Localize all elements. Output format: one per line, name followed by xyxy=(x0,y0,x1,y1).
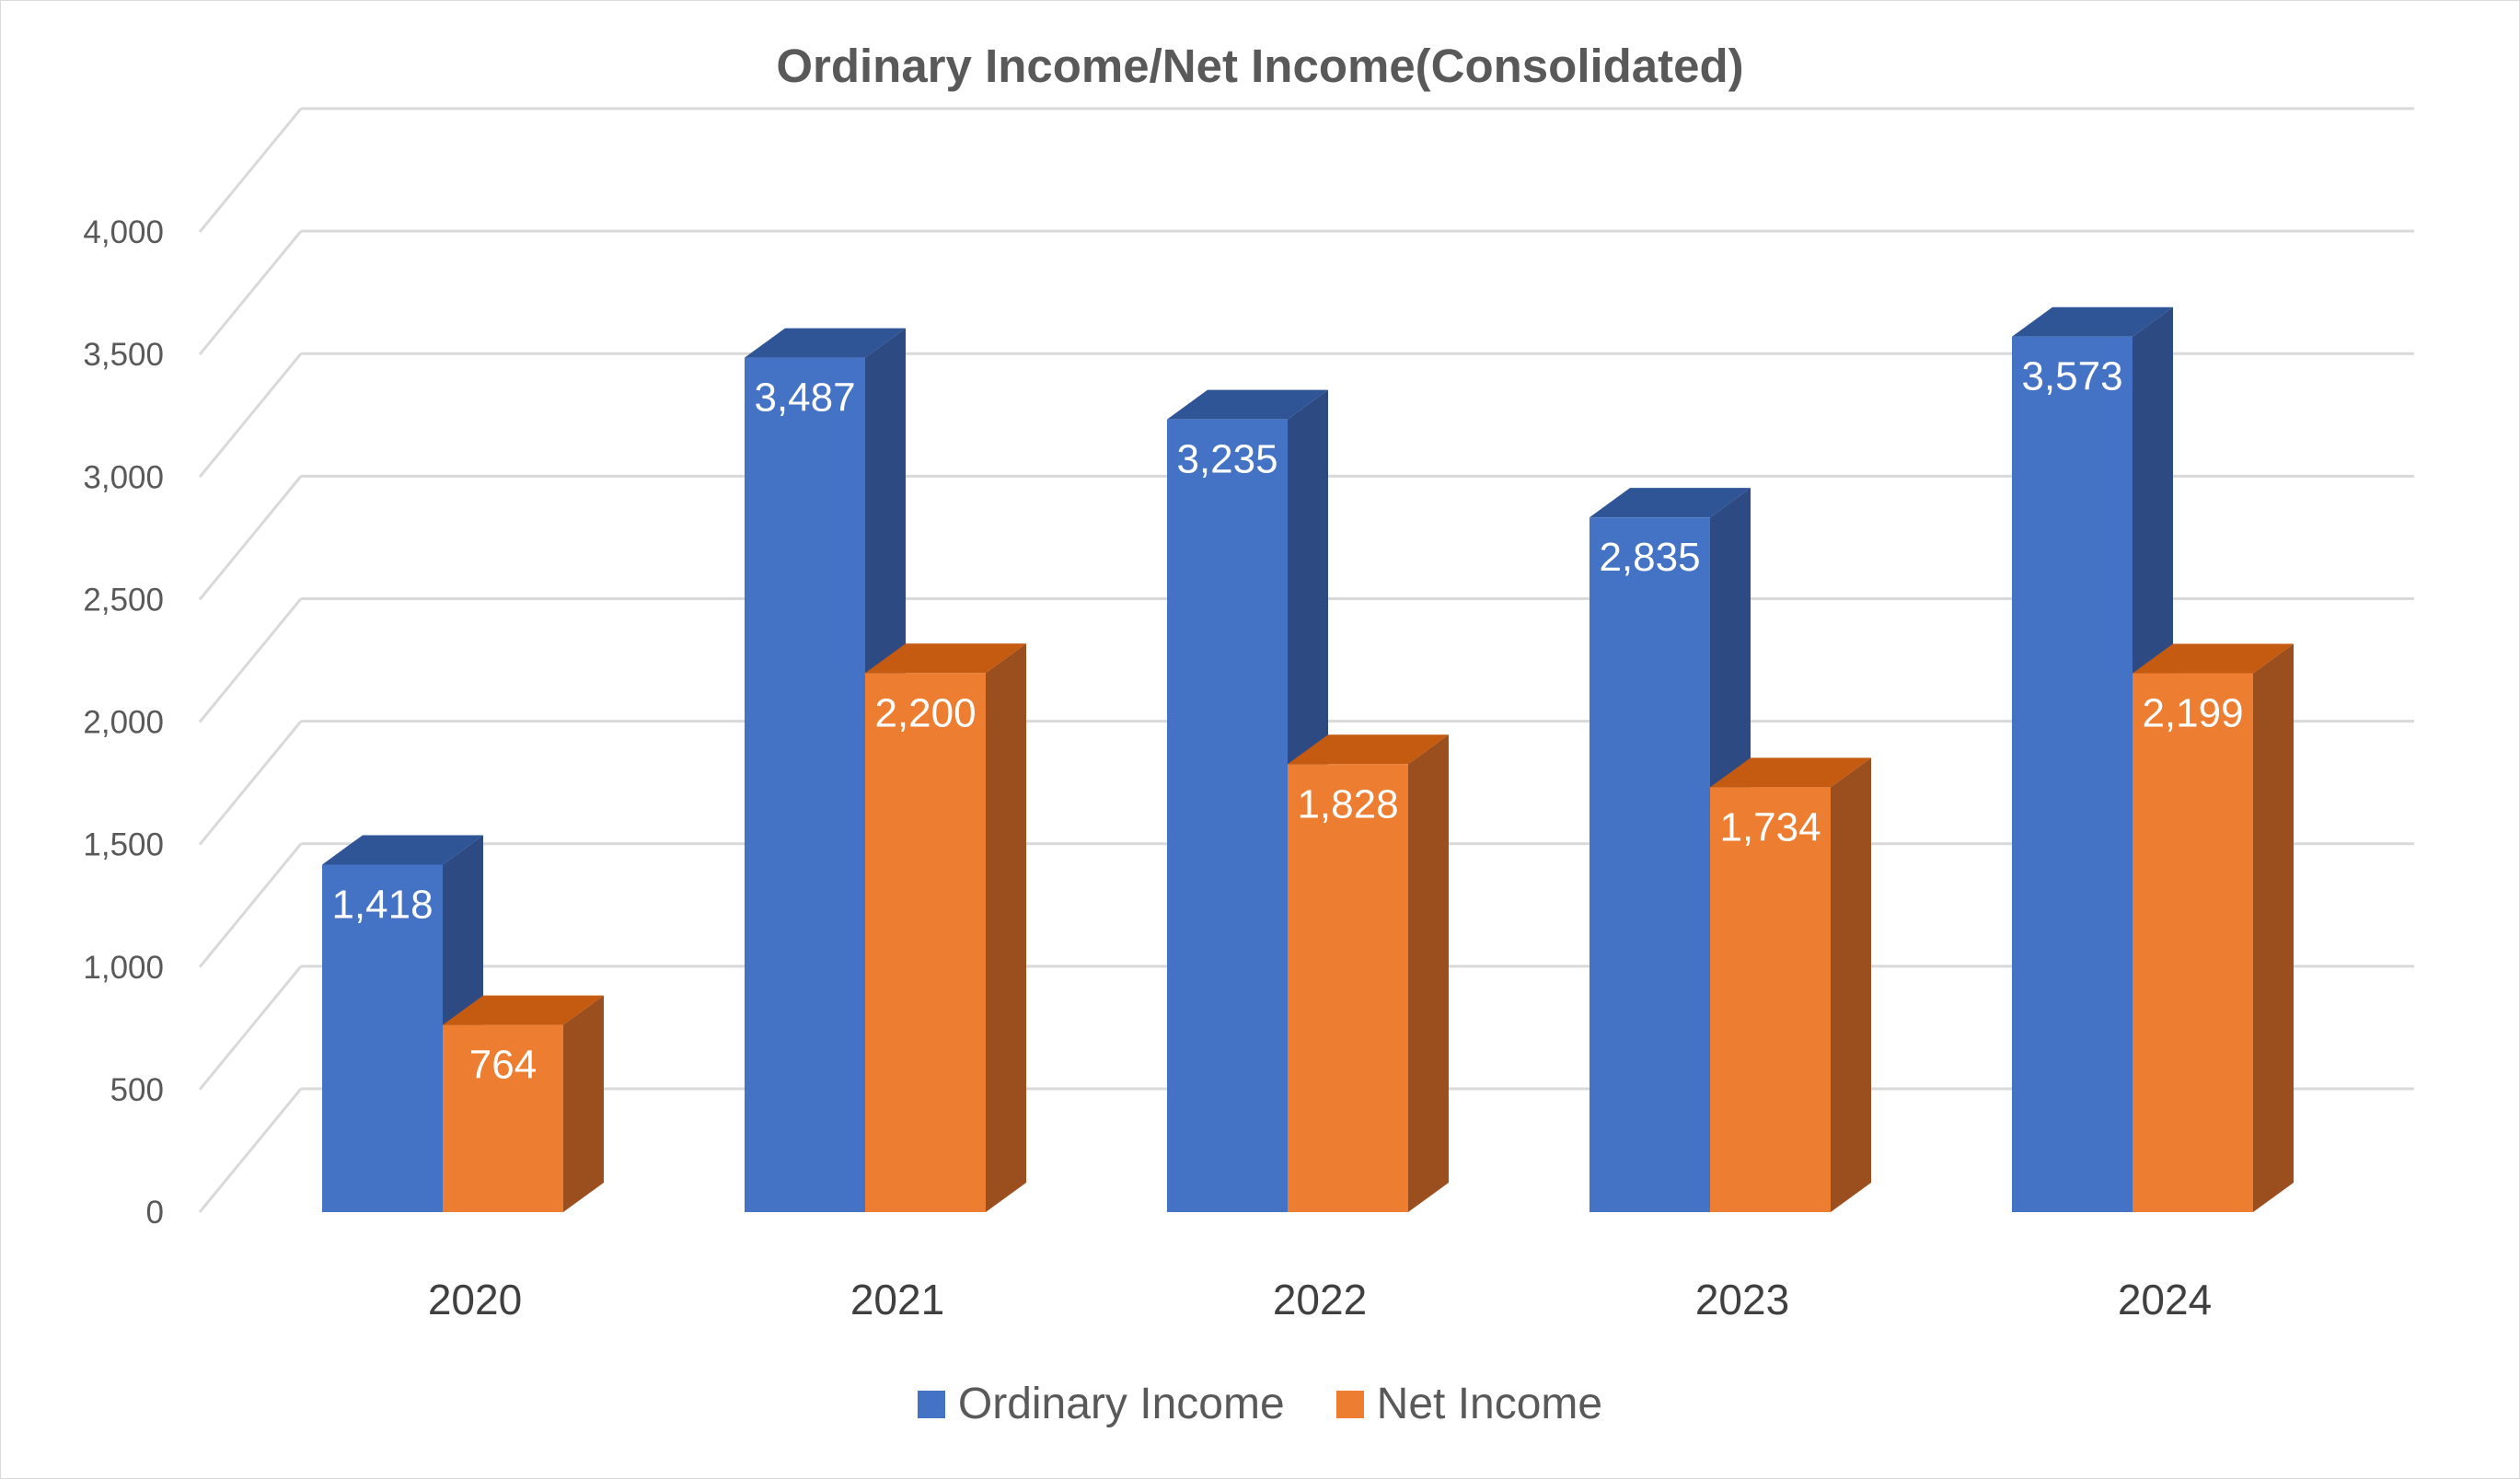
legend-item-ordinary-income: Ordinary Income xyxy=(917,1379,1285,1429)
y-tick-label: 3,000 xyxy=(83,459,164,495)
x-tick-label: 2023 xyxy=(1695,1276,1789,1323)
legend-label-net-income: Net Income xyxy=(1376,1380,1603,1428)
gridline-side xyxy=(198,720,303,846)
gridline-side xyxy=(198,352,303,479)
bar xyxy=(2133,673,2253,1212)
bar-side xyxy=(2253,643,2294,1212)
x-tick-label: 2022 xyxy=(1273,1276,1367,1323)
x-tick-label: 2020 xyxy=(428,1276,522,1323)
y-tick-label: 2,500 xyxy=(83,582,164,618)
legend-label-ordinary-income: Ordinary Income xyxy=(957,1380,1285,1428)
bar-side xyxy=(986,643,1026,1212)
bar-top xyxy=(2133,643,2294,674)
chart-title: Ordinary Income/Net Income(Consolidated) xyxy=(776,40,1744,92)
bar-top xyxy=(2012,306,2173,337)
x-tick-label: 2024 xyxy=(2118,1276,2212,1323)
legend-swatch-ordinary-income xyxy=(917,1390,945,1418)
bar-top xyxy=(443,995,604,1025)
bar xyxy=(865,673,986,1212)
bar xyxy=(443,1024,563,1212)
y-tick-label: 1,500 xyxy=(83,827,164,863)
y-tick-label: 2,000 xyxy=(83,705,164,741)
bar-top xyxy=(865,643,1026,674)
bar-top xyxy=(322,835,483,865)
data-label: 764 xyxy=(469,1043,537,1088)
bar xyxy=(322,864,443,1212)
y-tick-label: 500 xyxy=(110,1072,164,1108)
data-label: 3,235 xyxy=(1176,437,1277,482)
bar-top xyxy=(1288,734,1449,765)
bar xyxy=(1167,419,1288,1212)
data-label: 3,573 xyxy=(2021,354,2122,399)
y-tick-label: 0 xyxy=(146,1195,164,1231)
gridline-side xyxy=(198,108,303,233)
bar xyxy=(1589,517,1710,1212)
y-tick-label: 4,000 xyxy=(83,214,164,250)
bar-top xyxy=(745,328,906,358)
gridline-side xyxy=(198,597,303,723)
bar-side xyxy=(1408,734,1449,1212)
bar xyxy=(1288,764,1408,1212)
data-label: 1,734 xyxy=(1719,804,1821,849)
gridline-side xyxy=(198,965,303,1091)
legend-item-net-income: Net Income xyxy=(1335,1379,1603,1429)
data-label: 1,828 xyxy=(1297,781,1398,826)
bar-side xyxy=(1831,757,1871,1212)
gridline-side xyxy=(198,842,303,968)
data-label: 2,200 xyxy=(874,690,976,735)
gridline-side xyxy=(198,1088,303,1213)
gridline-side xyxy=(198,475,303,601)
legend: Ordinary Income Net Income xyxy=(0,1379,2520,1429)
bar xyxy=(2012,336,2133,1213)
bar-top xyxy=(1710,757,1871,788)
x-tick-label: 2021 xyxy=(850,1276,944,1323)
y-tick-label: 1,000 xyxy=(83,950,164,986)
legend-swatch-net-income xyxy=(1335,1390,1364,1418)
bar xyxy=(1710,787,1831,1212)
data-label: 1,418 xyxy=(331,882,433,927)
bar xyxy=(745,357,865,1212)
data-label: 2,199 xyxy=(2142,691,2243,736)
data-label: 2,835 xyxy=(1599,535,1700,580)
bar-top xyxy=(1167,389,1328,420)
data-label: 3,487 xyxy=(754,376,855,421)
y-tick-label: 3,500 xyxy=(83,337,164,373)
bar-top xyxy=(1589,488,1751,518)
gridline-side xyxy=(198,230,303,356)
bar-side xyxy=(563,995,604,1212)
